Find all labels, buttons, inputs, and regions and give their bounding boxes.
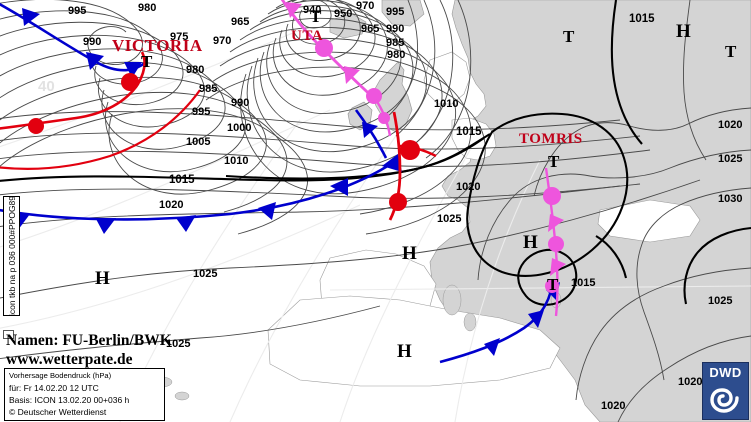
high-pressure-marker-2: H bbox=[397, 341, 412, 362]
coastline-detail-2 bbox=[267, 249, 561, 387]
legend-line-2: für: Fr 14.02.20 12 UTC bbox=[9, 382, 99, 393]
credit-line-2[interactable]: www.wetterpate.de bbox=[6, 350, 133, 368]
black-sea bbox=[597, 199, 701, 243]
low-pressure-marker-1: T bbox=[310, 7, 322, 26]
low-pressure-marker-0: T bbox=[141, 52, 153, 71]
isobar-label-1025-15: 1025 bbox=[193, 268, 218, 280]
isobar-label-1015-13: 1015 bbox=[169, 174, 195, 186]
low-pressure-marker-5: T bbox=[547, 275, 559, 294]
high-pressure-marker-3: H bbox=[523, 232, 538, 253]
isobar-label-1030-33: 1030 bbox=[718, 193, 743, 205]
legend-line-3: Basis: ICON 13.02.20 00+036 h bbox=[9, 394, 130, 405]
isobar-label-995-21: 995 bbox=[386, 6, 405, 18]
isobar-label-1020-35: 1020 bbox=[678, 376, 703, 388]
isobar-label-980-24: 980 bbox=[387, 49, 406, 61]
isobar-label-995-0: 995 bbox=[68, 5, 87, 17]
isobar-label-970-19: 970 bbox=[356, 0, 375, 12]
coastline-detail bbox=[423, 51, 497, 161]
low-pressure-marker-4: T bbox=[725, 42, 737, 61]
isobar-label-1000-10: 1000 bbox=[227, 122, 252, 134]
corner-marker bbox=[3, 330, 14, 339]
isobar-label-1025-16: 1025 bbox=[166, 338, 191, 350]
isobar-label-1025-32: 1025 bbox=[718, 153, 743, 165]
isobar-label-1020-31: 1020 bbox=[718, 119, 743, 131]
isobar-label-985-23: 985 bbox=[386, 37, 405, 49]
storm-name-uta: UTA bbox=[291, 28, 324, 44]
isobar-label-990-22: 990 bbox=[386, 23, 405, 35]
isobar-label-965-20: 965 bbox=[361, 23, 380, 35]
isobar-label-970-4: 970 bbox=[213, 35, 232, 47]
isobar-label-1015-30: 1015 bbox=[629, 13, 655, 25]
legend-box: Vorhersage Bodendruck (hPa) für: Fr 14.0… bbox=[4, 368, 165, 421]
chart-id-text: icon tkb na p 036 000#PPOG89 bbox=[6, 195, 17, 317]
isobar-label-1010-12: 1010 bbox=[224, 155, 249, 167]
low-pressure-marker-3: T bbox=[548, 152, 560, 171]
isobar-label-990-8: 990 bbox=[231, 97, 250, 109]
isobar-label-1020-27: 1020 bbox=[456, 181, 481, 193]
isobar-label-1015-29: 1015 bbox=[571, 277, 596, 289]
isobar-label-1020-14: 1020 bbox=[159, 199, 184, 211]
isobar-label-1015-26: 1015 bbox=[456, 126, 482, 138]
chart-id-tag: icon tkb na p 036 000#PPOG89 bbox=[3, 196, 20, 316]
latitude-label-40: 40 bbox=[38, 78, 55, 95]
occluded-front-group bbox=[280, 0, 566, 317]
high-pressure-marker-4: H bbox=[676, 21, 691, 42]
isobar-label-1020-36: 1020 bbox=[601, 400, 626, 412]
storm-name-victoria: VICTORIA bbox=[112, 36, 203, 55]
dwd-logo: DWD bbox=[702, 362, 749, 420]
legend-line-1: Vorhersage Bodendruck (hPa) bbox=[9, 371, 112, 380]
isobar-label-1025-28: 1025 bbox=[437, 213, 462, 225]
storm-name-tomris: TOMRIS bbox=[519, 131, 583, 147]
cold-front-group bbox=[0, 2, 560, 364]
credit-line-1: Namen: FU-Berlin/BWK bbox=[6, 332, 172, 349]
isobar-label-995-9: 995 bbox=[192, 106, 211, 118]
isobar-label-1025-34: 1025 bbox=[708, 295, 733, 307]
high-pressure-marker-0: H bbox=[95, 268, 110, 289]
isobar-label-980-1: 980 bbox=[138, 2, 157, 14]
low-pressure-marker-2: T bbox=[563, 27, 575, 46]
credit-block: Namen: FU-Berlin/BWK www.wetterpate.de bbox=[6, 332, 172, 370]
legend-line-4: © Deutscher Wetterdienst bbox=[9, 406, 107, 417]
isobar-label-1010-25: 1010 bbox=[434, 98, 459, 110]
isobar-label-980-6: 980 bbox=[186, 64, 205, 76]
isobar-label-950-18: 950 bbox=[334, 8, 353, 20]
isobar-label-975-3: 975 bbox=[170, 31, 189, 43]
dwd-logo-text: DWD bbox=[709, 365, 742, 380]
isobar-label-965-5: 965 bbox=[231, 16, 250, 28]
isobar-label-985-7: 985 bbox=[199, 83, 218, 95]
warm-front-group bbox=[0, 51, 437, 221]
isobar-label-940-17: 940 bbox=[303, 4, 322, 16]
isobar-label-1005-11: 1005 bbox=[186, 136, 211, 148]
isobar-label-990-2: 990 bbox=[83, 36, 102, 48]
greenland bbox=[381, 0, 425, 27]
spiral-icon bbox=[710, 388, 739, 413]
high-pressure-marker-1: H bbox=[402, 243, 417, 264]
